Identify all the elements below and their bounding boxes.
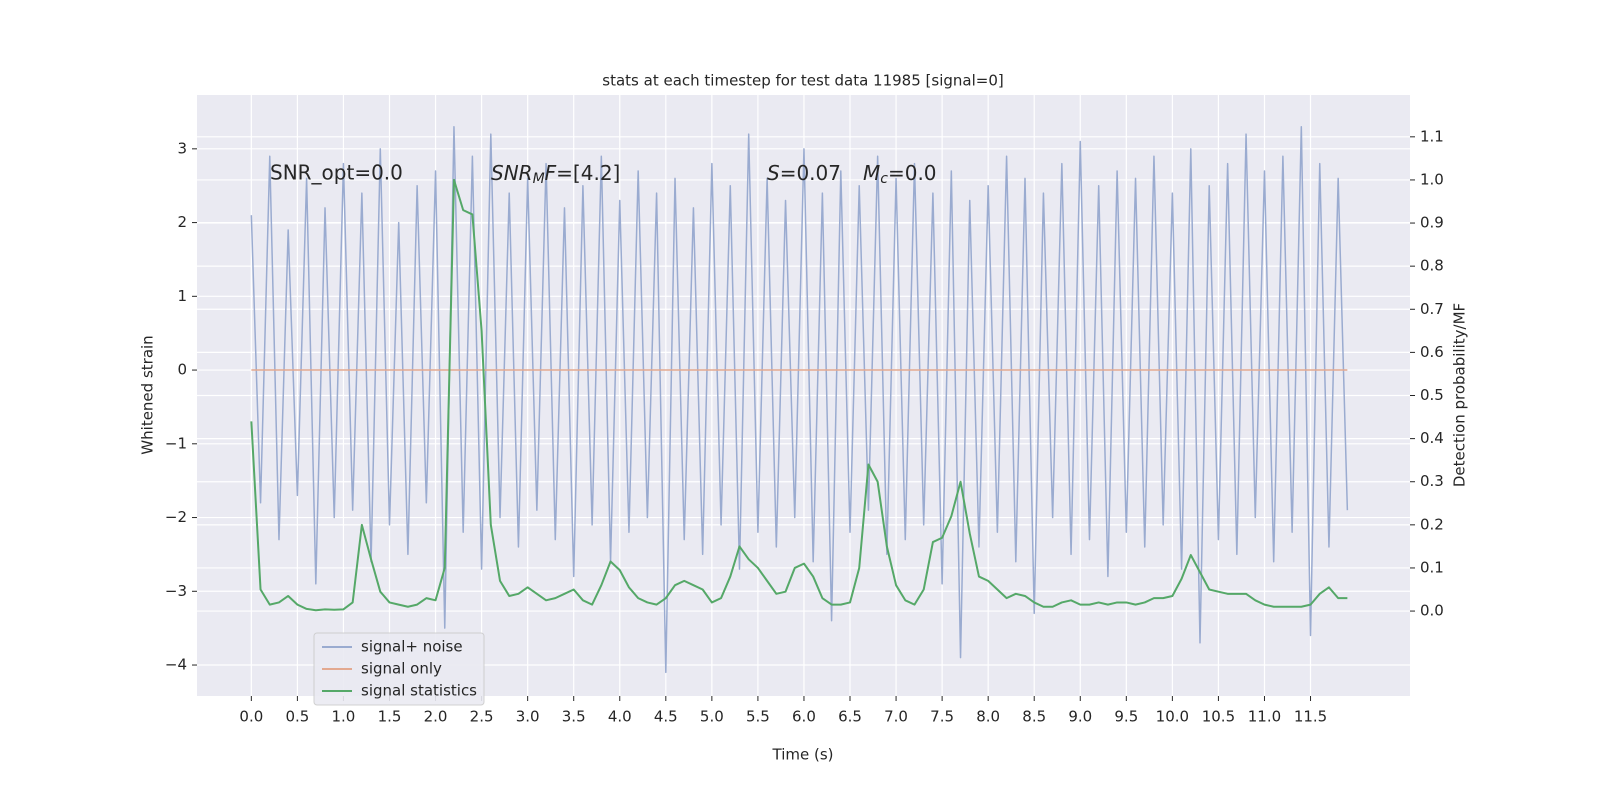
y-tick-label: 1 xyxy=(177,287,187,305)
y-tick-label: 2 xyxy=(177,213,187,231)
y-tick-label: −1 xyxy=(165,434,187,452)
grid: 0.0 0.5 1.0 1.5 2.0 2.5 3.0 3.5 4.0 4.5 5.0 5.5 6.0 6… xyxy=(165,95,1444,726)
legend-label: signal statistics xyxy=(361,682,477,700)
y2-axis-label: Detection probability/MF xyxy=(1451,303,1469,487)
annotation-part: SNR xyxy=(491,161,533,185)
y2-tick-label: 0.1 xyxy=(1420,558,1444,576)
annotation-part: S xyxy=(767,161,780,185)
x-tick-label: 9.5 xyxy=(1114,708,1138,726)
x-tick-label: 5.0 xyxy=(700,708,724,726)
x-tick-label: 6.5 xyxy=(838,708,862,726)
x-tick-label: 8.0 xyxy=(976,708,1000,726)
y2-tick-label: 0.6 xyxy=(1420,343,1444,361)
annotation: SNRMF=[4.2] xyxy=(491,161,620,188)
y-tick-label: −3 xyxy=(165,582,187,600)
x-tick-label: 11.0 xyxy=(1248,708,1281,726)
x-tick-label: 10.0 xyxy=(1156,708,1189,726)
series-line xyxy=(250,125,1349,674)
annotation: S=0.07 Mc=0.0 xyxy=(767,161,937,188)
annotation-part: =0.0 xyxy=(888,161,937,185)
y-tick-label: 3 xyxy=(177,139,187,157)
x-tick-label: 7.0 xyxy=(884,708,908,726)
y2-tick-label: 0.7 xyxy=(1420,300,1444,318)
x-tick-label: 4.0 xyxy=(608,708,632,726)
annotation-part: F xyxy=(545,161,557,185)
y-tick-label: −4 xyxy=(165,656,187,674)
annotation: SNR_opt=0.0 xyxy=(270,161,403,185)
series-line xyxy=(250,178,1348,612)
y-axis-label: Whitened strain xyxy=(139,335,157,454)
y2-tick-label: 0.2 xyxy=(1420,515,1444,533)
y2-tick-label: 1.1 xyxy=(1420,127,1444,145)
y-tick-label: −2 xyxy=(165,508,187,526)
legend: signal+ noise signal only signal statistic… xyxy=(313,632,485,706)
y2-tick-label: 0.8 xyxy=(1420,257,1444,275)
x-tick-label: 10.5 xyxy=(1202,708,1235,726)
x-tick-label: 1.5 xyxy=(378,708,402,726)
x-tick-label: 9.0 xyxy=(1068,708,1092,726)
annotation-part: =[4.2] xyxy=(556,161,620,185)
marks xyxy=(250,125,1349,674)
x-tick-label: 11.5 xyxy=(1294,708,1327,726)
x-tick-label: 3.5 xyxy=(562,708,586,726)
legend-label: signal+ noise xyxy=(361,638,463,656)
x-tick-label: 0.0 xyxy=(239,708,263,726)
x-tick-label: 1.0 xyxy=(332,708,356,726)
annotation-part: =0.07 xyxy=(780,161,841,185)
x-tick-label: 7.5 xyxy=(930,708,954,726)
y2-tick-label: 0.3 xyxy=(1420,472,1444,490)
x-tick-label: 0.5 xyxy=(285,708,309,726)
annotation-part: M xyxy=(863,161,880,185)
y-tick-label: 0 xyxy=(177,361,187,379)
y2-tick-label: 0.9 xyxy=(1420,214,1444,232)
x-tick-label: 3.0 xyxy=(516,708,540,726)
legend-box xyxy=(313,632,485,706)
y2-tick-label: 0.0 xyxy=(1420,602,1444,620)
x-tick-label: 8.5 xyxy=(1022,708,1046,726)
legend-label: signal only xyxy=(361,660,442,678)
annotation-subscript: c xyxy=(880,171,888,187)
x-tick-label: 4.5 xyxy=(654,708,678,726)
chart-title: stats at each timestep for test data 119… xyxy=(602,72,1003,90)
annotation-subscript: M xyxy=(533,171,545,187)
x-tick-label: 2.0 xyxy=(424,708,448,726)
y2-tick-label: 1.0 xyxy=(1420,170,1444,188)
y2-tick-label: 0.4 xyxy=(1420,429,1444,447)
y2-tick-label: 0.5 xyxy=(1420,386,1444,404)
x-tick-label: 6.0 xyxy=(792,708,816,726)
x-tick-label: 2.5 xyxy=(470,708,494,726)
x-tick-label: 5.5 xyxy=(746,708,770,726)
x-axis-label: Time (s) xyxy=(772,746,834,764)
